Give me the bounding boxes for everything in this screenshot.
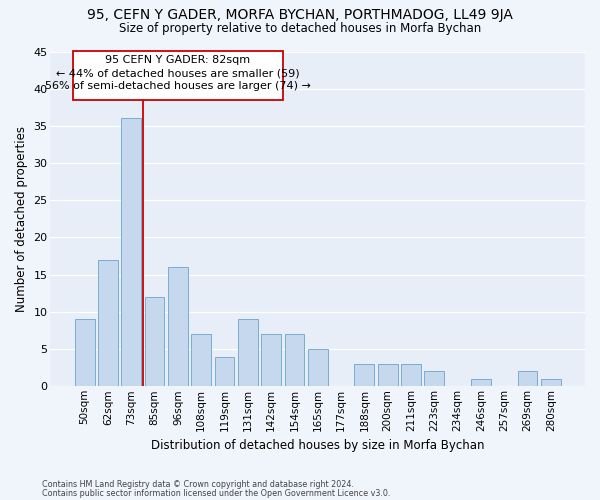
Text: Size of property relative to detached houses in Morfa Bychan: Size of property relative to detached ho… — [119, 22, 481, 35]
Bar — [73, 52, 283, 100]
Bar — [261, 334, 281, 386]
Bar — [424, 372, 444, 386]
Bar — [121, 118, 141, 386]
Bar — [284, 334, 304, 386]
Bar — [215, 356, 235, 386]
Text: 95 CEFN Y GADER: 82sqm: 95 CEFN Y GADER: 82sqm — [106, 55, 250, 65]
Text: ← 44% of detached houses are smaller (59): ← 44% of detached houses are smaller (59… — [56, 68, 300, 78]
Text: Contains HM Land Registry data © Crown copyright and database right 2024.: Contains HM Land Registry data © Crown c… — [42, 480, 354, 489]
Text: 56% of semi-detached houses are larger (74) →: 56% of semi-detached houses are larger (… — [45, 82, 311, 92]
Y-axis label: Number of detached properties: Number of detached properties — [15, 126, 28, 312]
Bar — [518, 372, 538, 386]
Bar — [401, 364, 421, 386]
Bar — [471, 379, 491, 386]
Bar — [541, 379, 561, 386]
Bar — [355, 364, 374, 386]
Bar — [145, 297, 164, 386]
Bar — [238, 320, 258, 386]
Bar — [75, 320, 95, 386]
Bar — [378, 364, 398, 386]
Bar — [308, 349, 328, 387]
X-axis label: Distribution of detached houses by size in Morfa Bychan: Distribution of detached houses by size … — [151, 440, 484, 452]
Text: Contains public sector information licensed under the Open Government Licence v3: Contains public sector information licen… — [42, 488, 391, 498]
Bar — [98, 260, 118, 386]
Text: 95, CEFN Y GADER, MORFA BYCHAN, PORTHMADOG, LL49 9JA: 95, CEFN Y GADER, MORFA BYCHAN, PORTHMAD… — [87, 8, 513, 22]
Bar — [168, 267, 188, 386]
Bar — [191, 334, 211, 386]
